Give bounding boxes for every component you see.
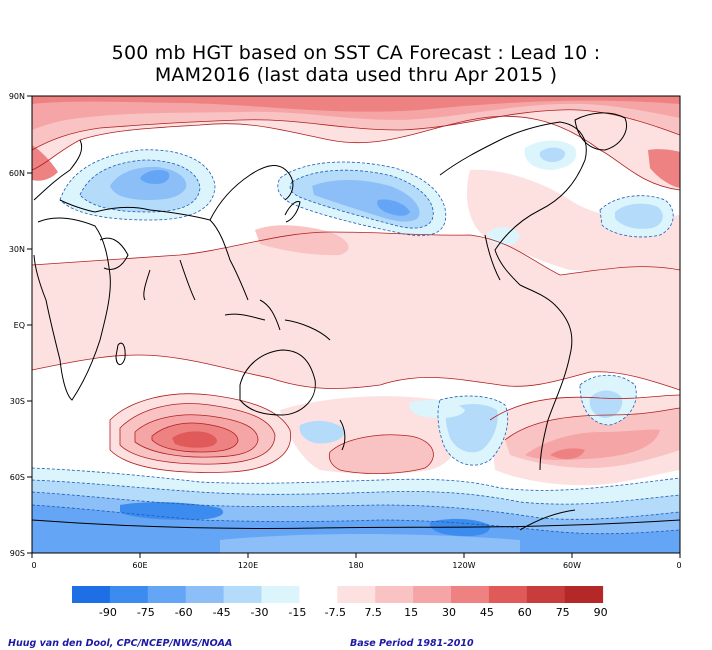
colorbar-swatch (261, 586, 300, 603)
lon-label: 120E (238, 561, 258, 570)
colorbar-swatch (223, 586, 262, 603)
map-title-line2: MAM2016 (last data used thru Apr 2015 ) (154, 64, 558, 86)
lat-label: 60N (9, 169, 25, 178)
lon-label: 0 (31, 561, 36, 570)
lon-label: 60E (132, 561, 147, 570)
colorbar-tick-label: -15 (288, 606, 306, 619)
colorbar-swatch (526, 586, 566, 603)
lat-label: 30N (9, 245, 25, 254)
lat-label: EQ (14, 321, 25, 330)
tick-marks (27, 95, 681, 558)
colorbar-swatch (299, 586, 338, 603)
negative-contours (32, 149, 680, 535)
colorbar: -90 -75 -60 -45 -30 -15 -7.5 7.5 15 30 45 60 75 90 (72, 586, 608, 619)
lat-label: 90S (10, 549, 25, 558)
anomaly-field (32, 96, 680, 553)
colorbar-tick-label: 30 (442, 606, 456, 619)
colorbar-swatch (185, 586, 225, 603)
colorbar-swatch (147, 586, 187, 603)
colorbar-tick-label: 7.5 (364, 606, 382, 619)
positive-contours (32, 109, 680, 474)
colorbar-swatch (564, 586, 604, 603)
colorbar-tick-label: 45 (480, 606, 494, 619)
map-title-line1: 500 mb HGT based on SST CA Forecast : Le… (111, 42, 601, 64)
colorbar-swatch (488, 586, 528, 603)
colorbar-tick-label: -90 (99, 606, 117, 619)
colorbar-tick-label: 75 (556, 606, 570, 619)
colorbar-tick-label: 15 (404, 606, 418, 619)
colorbar-tick-label: -60 (175, 606, 193, 619)
lat-label: 30S (10, 397, 25, 406)
lon-label: 180 (348, 561, 363, 570)
colorbar-swatch (413, 586, 452, 603)
colorbar-tick-label: 90 (594, 606, 608, 619)
colorbar-tick-label: -30 (251, 606, 269, 619)
base-period-text: Base Period 1981-2010 (350, 638, 474, 649)
lon-label: 60W (563, 561, 581, 570)
colorbar-swatch (375, 586, 414, 603)
colorbar-tick-label: -7.5 (325, 606, 346, 619)
lat-label: 90N (9, 92, 25, 101)
colorbar-swatch (451, 586, 490, 603)
credit-text: Huug van den Dool, CPC/NCEP/NWS/NOAA (8, 638, 233, 649)
colorbar-swatch (72, 586, 111, 603)
lon-label: 0 (676, 561, 681, 570)
colorbar-swatch (337, 586, 376, 603)
coastlines (32, 112, 680, 531)
colorbar-swatch (109, 586, 149, 603)
tropical-positive-anomaly (32, 232, 680, 390)
colorbar-tick-label: 60 (518, 606, 532, 619)
colorbar-tick-label: -45 (213, 606, 231, 619)
colorbar-tick-label: -75 (137, 606, 155, 619)
lon-label: 120W (452, 561, 475, 570)
lat-label: 60S (10, 473, 25, 482)
